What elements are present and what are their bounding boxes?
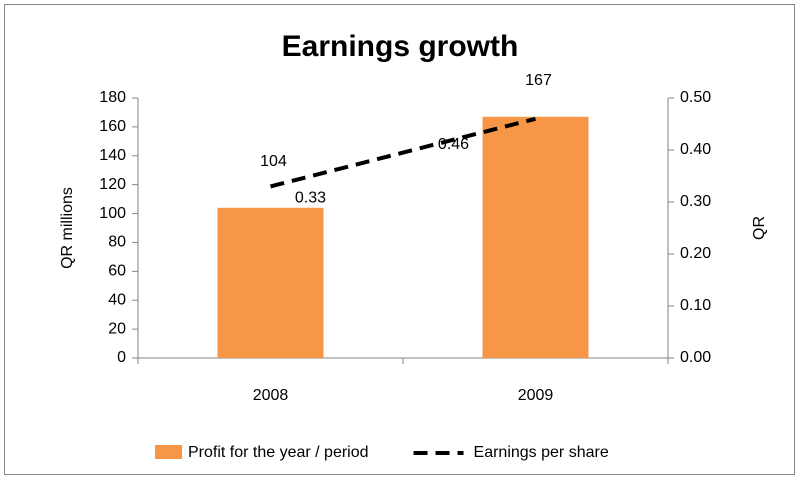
legend-label: Earnings per share [474, 444, 609, 461]
legend-swatch [155, 445, 182, 459]
y2-tick-label: 0.20 [680, 245, 711, 262]
bar [482, 116, 589, 359]
y-tick-label: 160 [99, 118, 126, 135]
bar-value-label: 167 [525, 72, 552, 89]
y2-tick-label: 0.40 [680, 141, 711, 158]
x-tick-label: 2009 [518, 387, 554, 404]
bar [217, 207, 324, 358]
y-tick-label: 180 [99, 89, 126, 106]
y-tick-label: 0 [117, 349, 126, 366]
bar-value-label: 104 [260, 153, 287, 170]
y2-tick-label: 0.30 [680, 193, 711, 210]
y-tick-label: 100 [99, 205, 126, 222]
y-tick-label: 40 [108, 291, 126, 308]
y-tick-label: 20 [108, 320, 126, 337]
y-axis-title: QR millions [59, 187, 76, 269]
x-tick-label: 2008 [253, 387, 289, 404]
line-value-label: 0.33 [295, 190, 326, 207]
y2-axis-title: QR [751, 216, 768, 240]
legend-label: Profit for the year / period [188, 444, 369, 461]
line-value-label: 0.46 [438, 136, 469, 153]
y-tick-label: 140 [99, 147, 126, 164]
y-tick-label: 60 [108, 263, 126, 280]
y-tick-label: 80 [108, 234, 126, 251]
chart-title: Earnings growth [282, 30, 519, 63]
chart-border [4, 4, 795, 475]
y2-tick-label: 0.50 [680, 89, 711, 106]
y-tick-label: 120 [99, 176, 126, 193]
y2-tick-label: 0.00 [680, 349, 711, 366]
line [270, 116, 536, 189]
y2-tick-label: 0.10 [680, 297, 711, 314]
